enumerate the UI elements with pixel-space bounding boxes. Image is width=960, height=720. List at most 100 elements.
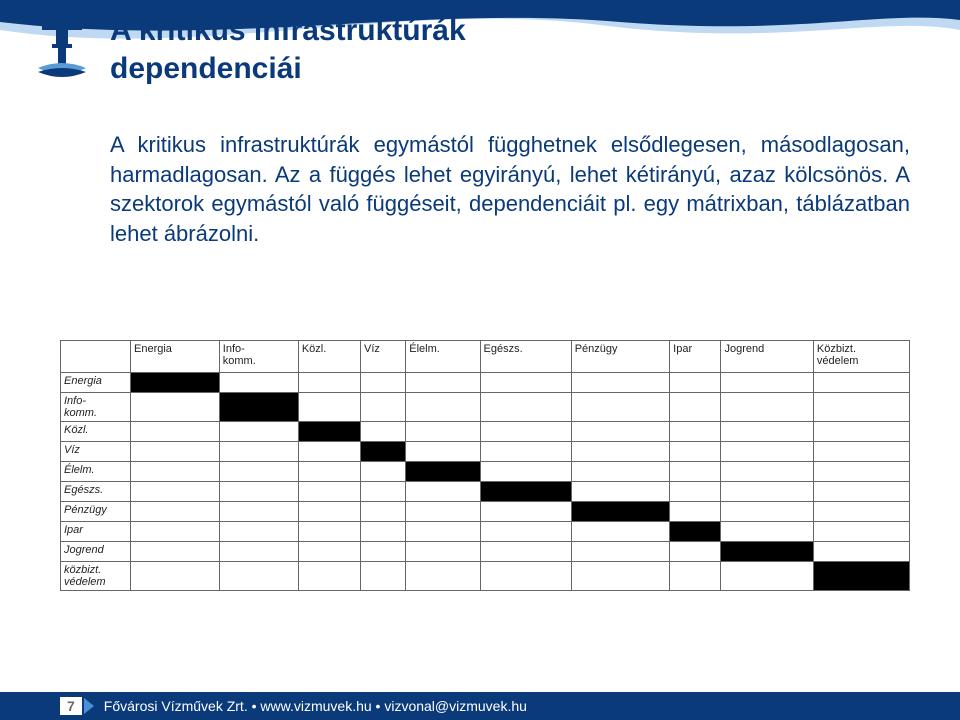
logo-water-tower-icon: [32, 8, 92, 80]
matrix-cell: [298, 422, 360, 442]
matrix-cell: [361, 562, 406, 591]
matrix-cell: [131, 482, 220, 502]
matrix-row-header: Pénzügy: [61, 502, 131, 522]
matrix-cell: [361, 502, 406, 522]
matrix-cell: [219, 442, 298, 462]
matrix-cell: [219, 542, 298, 562]
matrix-cell: [361, 393, 406, 422]
matrix-row-header: Élelm.: [61, 462, 131, 482]
matrix-col-header: Közl.: [298, 341, 360, 373]
matrix-cell: [131, 502, 220, 522]
matrix-cell: [571, 373, 669, 393]
matrix-cell: [298, 462, 360, 482]
matrix-cell: [131, 462, 220, 482]
matrix-cell: [721, 542, 813, 562]
matrix-cell: [219, 422, 298, 442]
matrix-cell: [670, 562, 721, 591]
matrix-cell: [219, 462, 298, 482]
slide-title: A kritikus infrastruktúrák dependenciái: [110, 12, 466, 87]
matrix-cell: [670, 482, 721, 502]
matrix-cell: [480, 442, 571, 462]
matrix-cell: [361, 422, 406, 442]
matrix-cell: [813, 462, 909, 482]
matrix-cell: [480, 482, 571, 502]
matrix-col-header: Energia: [131, 341, 220, 373]
matrix-cell: [721, 482, 813, 502]
matrix-cell: [219, 562, 298, 591]
footer-bar: 7 Fővárosi Vízművek Zrt. • www.vizmuvek.…: [0, 692, 960, 720]
matrix-cell: [670, 462, 721, 482]
matrix-cell: [813, 442, 909, 462]
matrix-cell: [406, 422, 480, 442]
matrix-cell: [670, 522, 721, 542]
matrix-col-header: Jogrend: [721, 341, 813, 373]
matrix-cell: [298, 442, 360, 462]
matrix-cell: [670, 542, 721, 562]
matrix-cell: [406, 462, 480, 482]
matrix-cell: [361, 542, 406, 562]
matrix-row-header: Víz: [61, 442, 131, 462]
dependency-matrix: EnergiaInfo- komm.Közl.VízÉlelm.Egészs.P…: [60, 340, 910, 591]
matrix-cell: [406, 373, 480, 393]
matrix-cell: [406, 482, 480, 502]
matrix-cell: [298, 542, 360, 562]
page-indicator: 7: [60, 697, 104, 715]
matrix-cell: [480, 542, 571, 562]
matrix-cell: [571, 502, 669, 522]
page-arrow-icon: [84, 698, 94, 714]
matrix-cell: [219, 502, 298, 522]
matrix-cell: [571, 462, 669, 482]
matrix-cell: [361, 522, 406, 542]
matrix-cell: [298, 502, 360, 522]
matrix-cell: [298, 562, 360, 591]
matrix-cell: [480, 562, 571, 591]
matrix-cell: [480, 373, 571, 393]
matrix-cell: [571, 442, 669, 462]
matrix-row-header: Ipar: [61, 522, 131, 542]
matrix-cell: [480, 502, 571, 522]
matrix-cell: [813, 502, 909, 522]
matrix-cell: [571, 482, 669, 502]
matrix-cell: [361, 462, 406, 482]
matrix-cell: [813, 393, 909, 422]
matrix-row-header: Jogrend: [61, 542, 131, 562]
matrix-cell: [721, 502, 813, 522]
matrix-cell: [670, 422, 721, 442]
matrix-col-header: Egészs.: [480, 341, 571, 373]
matrix-cell: [131, 562, 220, 591]
page-number: 7: [60, 697, 82, 715]
matrix-row-header: Info- komm.: [61, 393, 131, 422]
matrix-cell: [670, 373, 721, 393]
matrix-cell: [219, 393, 298, 422]
matrix-cell: [670, 502, 721, 522]
title-line2: dependenciái: [110, 50, 466, 88]
matrix-cell: [571, 542, 669, 562]
matrix-cell: [131, 373, 220, 393]
matrix-cell: [361, 373, 406, 393]
matrix-col-header: Víz: [361, 341, 406, 373]
matrix-col-header: Ipar: [670, 341, 721, 373]
matrix-cell: [219, 522, 298, 542]
matrix-cell: [480, 462, 571, 482]
matrix-cell: [298, 482, 360, 502]
matrix-cell: [131, 393, 220, 422]
matrix-cell: [131, 422, 220, 442]
matrix-cell: [131, 542, 220, 562]
matrix-col-header: Info- komm.: [219, 341, 298, 373]
matrix-cell: [219, 373, 298, 393]
matrix-cell: [406, 562, 480, 591]
matrix-cell: [721, 522, 813, 542]
matrix-cell: [813, 482, 909, 502]
matrix-cell: [721, 373, 813, 393]
matrix-cell: [406, 522, 480, 542]
matrix-table: EnergiaInfo- komm.Közl.VízÉlelm.Egészs.P…: [60, 340, 910, 591]
matrix-cell: [480, 422, 571, 442]
matrix-cell: [813, 373, 909, 393]
matrix-cell: [480, 522, 571, 542]
matrix-row-header: Közl.: [61, 422, 131, 442]
matrix-row-header: Egészs.: [61, 482, 131, 502]
matrix-cell: [298, 522, 360, 542]
matrix-cell: [131, 522, 220, 542]
matrix-cell: [721, 422, 813, 442]
matrix-cell: [571, 522, 669, 542]
